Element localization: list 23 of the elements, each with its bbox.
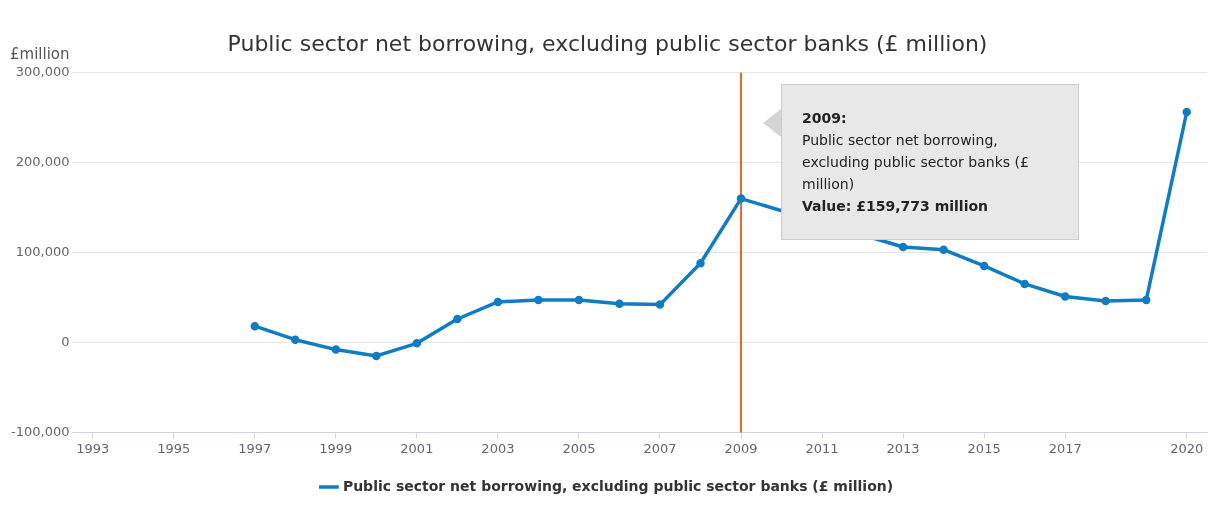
y-tick-label: -100,000 bbox=[11, 423, 70, 439]
x-tick-label: 2017 bbox=[1048, 440, 1082, 456]
y-axis-title: £million bbox=[10, 44, 70, 63]
y-tick-label: 300,000 bbox=[15, 63, 70, 79]
x-tick-label: 1995 bbox=[157, 440, 191, 456]
legend-label: Public sector net borrowing, excluding public sector banks (£ million) bbox=[342, 477, 894, 494]
x-tick-label: 2005 bbox=[562, 440, 596, 456]
x-tick-label: 1993 bbox=[76, 440, 110, 456]
x-tick-label: 2020 bbox=[1170, 440, 1204, 456]
x-tick-label: 2003 bbox=[481, 440, 515, 456]
annotation: 2009: Public sector net borrowing, excluding public sector banks (£ million) Value: £159,773 million bbox=[802, 109, 1030, 217]
x-tick-label: 2013 bbox=[886, 440, 920, 456]
x-tick-label: 1999 bbox=[319, 440, 353, 456]
x-tick-label: 2009 bbox=[724, 440, 758, 456]
y-tick-label: 100,000 bbox=[15, 243, 70, 259]
y-tick-label: 200,000 bbox=[15, 153, 70, 169]
y-tick-label: 0 bbox=[61, 333, 70, 349]
x-tick-label: 2015 bbox=[967, 440, 1001, 456]
x-tick-label: 2001 bbox=[400, 440, 434, 456]
x-tick-label: 2007 bbox=[643, 440, 677, 456]
x-tick-label: 1997 bbox=[238, 440, 272, 456]
chart-title: Public sector net borrowing, excluding public sector banks (£ million) bbox=[227, 30, 988, 56]
x-tick-label: 2011 bbox=[805, 440, 839, 456]
